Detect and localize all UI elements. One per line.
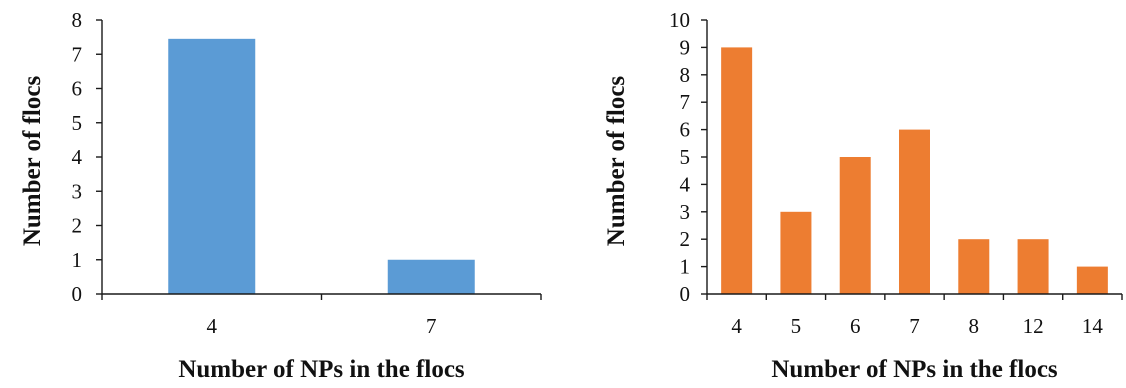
y-tick-label: 0 xyxy=(680,282,691,306)
bar-6 xyxy=(839,157,871,294)
x-tick-label: 4 xyxy=(207,314,218,338)
bar-4 xyxy=(721,47,753,295)
y-tick-label: 9 xyxy=(680,35,691,59)
bar-5 xyxy=(780,211,812,294)
bar-12 xyxy=(1017,239,1049,294)
y-tick-label: 5 xyxy=(680,145,691,169)
y-tick-label: 7 xyxy=(72,42,83,66)
x-tick-label: 12 xyxy=(1023,314,1044,338)
bar-8 xyxy=(958,239,990,294)
x-tick-label: 4 xyxy=(731,314,742,338)
y-tick-label: 6 xyxy=(680,118,691,142)
y-tick-label: 6 xyxy=(72,77,83,101)
y-tick-label: 4 xyxy=(72,145,83,169)
y-axis-title: Number of flocs xyxy=(19,76,46,247)
x-tick-label: 14 xyxy=(1082,314,1104,338)
x-axis-title: Number of NPs in the flocs xyxy=(178,356,465,383)
x-tick-label: 5 xyxy=(791,314,802,338)
bar-7 xyxy=(899,129,930,294)
y-tick-label: 1 xyxy=(680,255,691,279)
y-tick-label: 8 xyxy=(72,8,83,32)
y-tick-label: 10 xyxy=(669,8,690,32)
y-tick-label: 3 xyxy=(680,200,691,224)
bar-14 xyxy=(1076,266,1108,294)
y-tick-label: 8 xyxy=(680,63,691,87)
x-tick-label: 7 xyxy=(909,314,920,338)
left-bar-chart: 0 1 2 3 4 5 6 7 8 4 7 Number of NPs in the flocs Num… xyxy=(19,8,542,383)
x-tick-label: 6 xyxy=(850,314,861,338)
y-tick-label: 2 xyxy=(680,227,691,251)
y-tick-label: 7 xyxy=(680,90,691,114)
y-tick-label: 2 xyxy=(72,214,83,238)
bar-7 xyxy=(387,259,475,294)
y-tick-label: 5 xyxy=(72,111,83,135)
y-axis-title: Number of flocs xyxy=(603,76,630,247)
y-tick-label: 4 xyxy=(680,172,691,196)
y-tick-label: 0 xyxy=(72,282,83,306)
x-tick-label: 8 xyxy=(969,314,980,338)
x-tick-label: 7 xyxy=(426,314,437,338)
y-tick-label: 3 xyxy=(72,179,83,203)
x-axis-title: Number of NPs in the flocs xyxy=(771,356,1058,383)
y-tick-label: 1 xyxy=(72,248,83,272)
bar-4 xyxy=(168,38,256,295)
